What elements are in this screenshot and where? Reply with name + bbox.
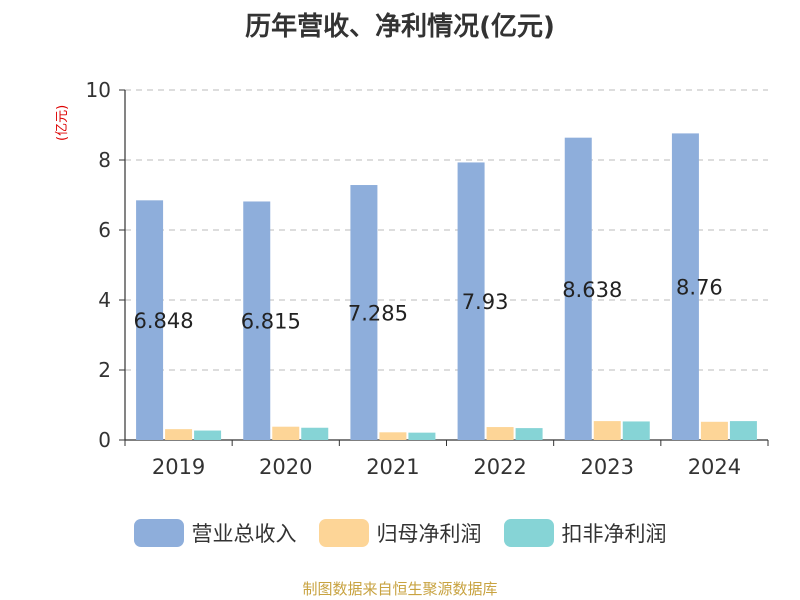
x-tick-label: 2020: [259, 455, 312, 479]
legend-item-revenue[interactable]: 营业总收入: [133, 518, 297, 548]
y-tick-label: 0: [98, 428, 111, 452]
x-tick-label: 2024: [688, 455, 741, 479]
bar-net-profit: [486, 427, 514, 440]
bar-revenue: [350, 185, 378, 440]
data-label: 6.815: [241, 310, 301, 334]
bar-revenue: [671, 133, 699, 440]
legend-label-deducted-profit: 扣非净利润: [561, 522, 667, 546]
data-label: 7.93: [462, 290, 509, 314]
data-label: 8.76: [676, 276, 723, 300]
y-tick-label: 8: [98, 148, 111, 172]
bar-revenue: [243, 201, 271, 440]
data-label: 8.638: [562, 278, 622, 302]
x-tick-label: 2019: [152, 455, 205, 479]
bar-net-profit: [165, 429, 193, 440]
legend-label-net-profit: 归母净利润: [376, 522, 482, 546]
bar-revenue: [136, 200, 164, 440]
data-source-note: 制图数据来自恒生聚源数据库: [302, 580, 498, 598]
legend-item-net-profit[interactable]: 归母净利润: [318, 518, 482, 548]
bar-net-profit: [593, 421, 621, 440]
bar-net-profit: [700, 421, 728, 440]
bar-deducted-profit: [622, 421, 650, 440]
legend-label-revenue: 营业总收入: [191, 522, 297, 546]
chart-title: 历年营收、净利情况(亿元): [245, 12, 555, 42]
legend-item-deducted-profit[interactable]: 扣非净利润: [503, 518, 667, 548]
bar-revenue: [457, 162, 485, 440]
data-label: 7.285: [348, 302, 408, 326]
x-tick-label: 2022: [473, 455, 526, 479]
legend-swatch-net-profit: [318, 519, 369, 547]
bar-deducted-profit: [301, 427, 329, 440]
bar-deducted-profit: [729, 421, 757, 440]
x-tick-label: 2023: [581, 455, 634, 479]
bar-deducted-profit: [408, 432, 436, 440]
x-tick-label: 2021: [366, 455, 419, 479]
data-label: 6.848: [134, 309, 194, 333]
bar-net-profit: [379, 432, 407, 440]
legend: 营业总收入 归母净利润 扣非净利润: [0, 518, 800, 548]
bar-chart: 0 2 4 6 8 10 2019 6.848 2020 6.815 2021 7.285 2022 7.…: [86, 78, 769, 479]
legend-swatch-revenue: [133, 519, 184, 547]
bar-net-profit: [272, 426, 300, 440]
y-tick-label: 2: [98, 358, 111, 382]
legend-swatch-deducted-profit: [503, 519, 554, 547]
y-tick-label: 6: [98, 218, 111, 242]
bar-revenue: [564, 137, 592, 441]
bar-deducted-profit: [515, 428, 543, 440]
y-tick-label: 4: [98, 288, 111, 312]
y-tick-label: 10: [86, 78, 111, 102]
bar-deducted-profit: [194, 430, 222, 440]
